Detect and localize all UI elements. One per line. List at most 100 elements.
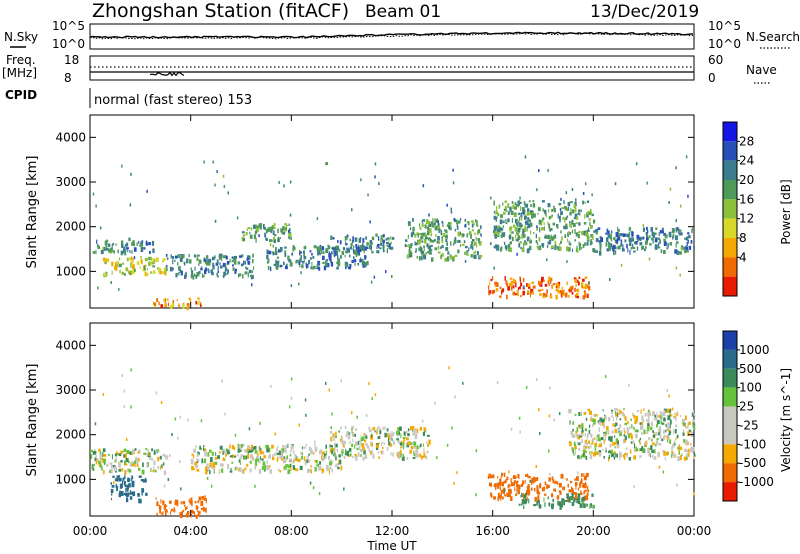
data-cell [598,421,602,425]
data-cell [676,434,679,439]
data-cell [479,225,482,230]
scatter-cell [524,155,527,159]
data-cell [352,247,354,252]
data-cell [147,448,150,454]
data-cell [193,448,197,453]
data-cell [567,238,569,243]
data-cell [164,269,167,273]
data-cell [356,250,359,256]
data-cell [303,259,305,263]
data-cell [423,448,425,454]
data-cell [516,204,518,207]
data-cell [586,233,589,238]
data-cell [348,266,351,270]
data-cell [574,294,577,298]
data-cell [610,230,613,234]
cpid-text: normal (fast stereo) 153 [94,93,252,108]
data-cell [344,450,347,456]
scatter-cell [180,487,182,491]
data-cell [301,452,304,456]
data-cell [514,202,517,206]
data-cell [99,456,102,460]
scatter-cell [549,386,551,390]
data-cell [646,226,648,231]
data-cell [283,261,285,266]
scatter-cell [330,426,332,429]
data-cell [158,271,161,275]
data-cell [410,445,414,450]
data-cell [636,246,639,251]
data-cell [267,258,270,263]
data-cell [500,230,502,233]
data-cell [345,250,349,254]
data-cell [397,453,399,458]
data-cell [586,492,589,496]
scatter-cell [645,245,647,249]
data-cell [583,292,586,296]
data-cell [676,412,679,416]
data-cell [312,266,314,270]
data-cell [403,438,405,443]
data-cell [326,258,328,262]
data-cell [504,206,507,211]
data-cell [138,498,141,504]
scatter-cell [200,419,203,423]
data-cell [411,425,415,431]
data-cell [143,265,146,270]
data-cell [238,262,241,265]
data-cell [111,497,112,501]
data-cell [237,445,239,449]
data-cell [632,246,636,249]
scatter-cell [548,414,551,418]
data-cell [350,452,352,457]
data-cell [358,252,361,256]
data-cell [593,418,597,422]
data-cell [558,490,562,493]
data-cell [543,226,545,231]
data-cell [98,448,101,452]
scatter-cell [508,470,510,474]
data-cell [251,274,254,280]
data-cell [552,235,556,238]
data-cell [523,242,525,248]
scatter-cell [493,266,495,270]
data-cell [285,266,288,270]
data-cell [114,262,117,267]
data-cell [512,291,516,296]
data-cell [673,412,676,415]
data-cell [138,449,141,454]
data-cell [407,221,411,224]
data-cell [537,246,540,251]
data-cell [608,450,611,454]
data-cell [574,413,577,416]
data-cell [399,442,403,446]
data-cell [155,497,157,500]
data-cell [92,251,96,254]
data-cell [548,239,552,245]
data-cell [116,260,119,264]
data-cell [545,212,547,218]
data-cell [588,285,591,291]
data-cell [539,293,542,297]
data-cell [423,427,427,432]
data-cell [570,496,573,501]
data-cell [526,226,528,232]
data-cell [572,248,574,253]
data-cell [617,409,619,414]
data-cell [550,234,552,239]
data-cell [505,222,508,225]
data-cell [370,451,372,456]
data-cell [611,430,614,434]
data-cell [245,231,248,236]
data-cell [454,254,458,257]
data-cell [662,435,665,440]
data-cell [536,485,539,488]
data-cell [437,236,440,241]
data-cell [128,483,131,488]
data-cell [599,245,602,250]
data-cell [231,461,234,464]
data-cell [334,452,336,457]
scatter-cell [374,175,376,179]
data-cell [382,426,386,430]
